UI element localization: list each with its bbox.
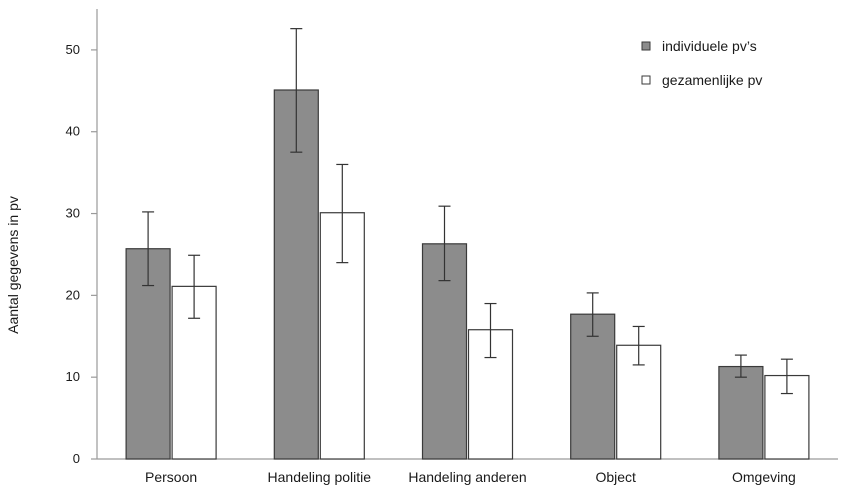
x-tick-label: Handeling anderen xyxy=(408,469,526,485)
x-tick-label: Object xyxy=(595,469,636,485)
x-tick-label: Omgeving xyxy=(732,469,796,485)
legend-label: gezamenlijke pv xyxy=(662,72,762,88)
x-tick-label: Handeling politie xyxy=(268,469,372,485)
axes xyxy=(96,9,838,460)
y-tick-label: 0 xyxy=(73,451,80,466)
y-tick-label: 40 xyxy=(66,124,80,139)
bar xyxy=(718,365,764,460)
y-tick-label: 10 xyxy=(66,369,80,384)
error-bars xyxy=(142,28,793,395)
legend-label: individuele pv’s xyxy=(662,38,757,54)
legend-swatch xyxy=(641,41,651,51)
y-tick-label: 50 xyxy=(66,42,80,57)
x-axis-labels: Persoon Handeling politie Handeling andere… xyxy=(145,469,796,485)
bar xyxy=(319,212,365,460)
x-tick-label: Persoon xyxy=(145,469,197,485)
legend: individuele pv’s gezamenlijke pv xyxy=(641,38,762,88)
legend-swatch xyxy=(641,75,651,85)
y-tick-label: 20 xyxy=(66,287,80,302)
y-tick-label: 30 xyxy=(66,206,80,221)
y-axis-ticks: 0 10 20 30 40 50 xyxy=(66,42,97,466)
bars xyxy=(125,89,810,460)
y-axis-title: Aantal gegevens in pv xyxy=(5,196,21,334)
